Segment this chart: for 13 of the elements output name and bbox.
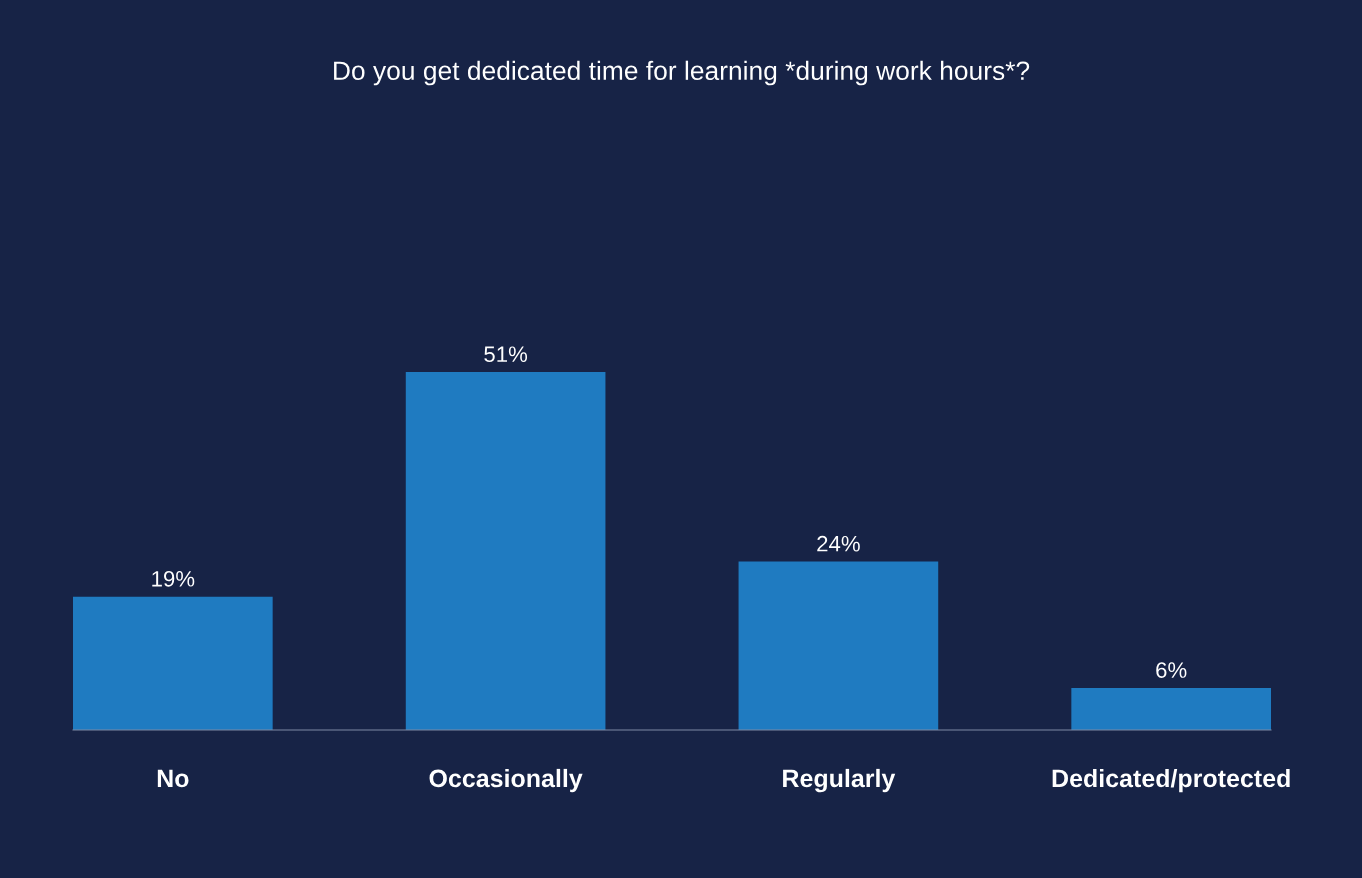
x-tick-label: Occasionally	[429, 768, 583, 793]
bar	[405, 372, 606, 730]
bar	[73, 596, 273, 730]
data-label: 24%	[817, 535, 860, 552]
bar	[1071, 687, 1271, 730]
bar	[738, 561, 939, 730]
data-label: 19%	[152, 570, 195, 587]
x-tick-label: No	[157, 769, 189, 788]
chart-title: Do you get dedicated time for learning *during work hours*?	[334, 60, 1030, 86]
data-label: 6%	[1156, 662, 1187, 678]
x-tick-label: Dedicated/protected	[1052, 768, 1290, 793]
data-label: 51%	[484, 346, 528, 363]
x-tick-label: Regularly	[783, 768, 896, 793]
